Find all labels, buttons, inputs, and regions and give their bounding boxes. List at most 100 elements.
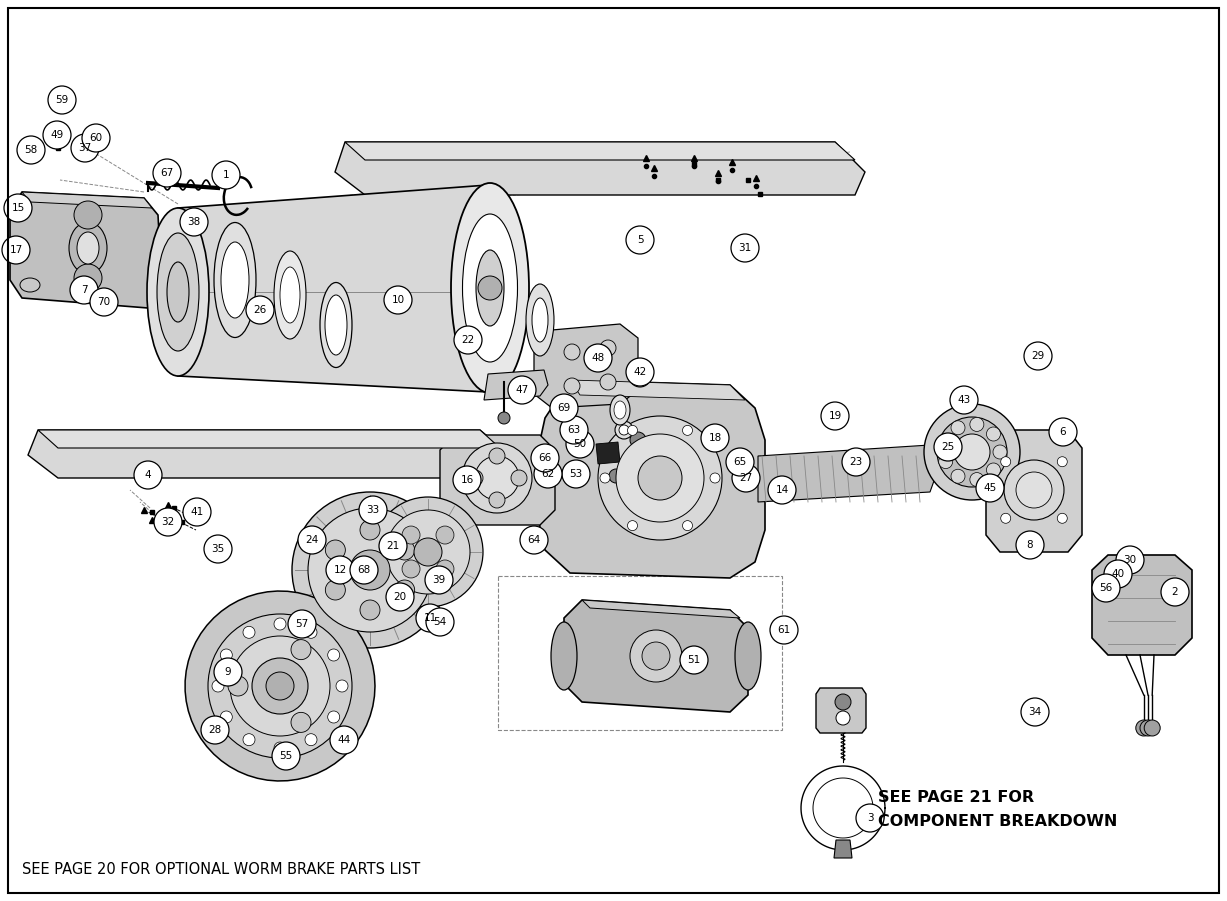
Circle shape [17, 136, 45, 164]
Ellipse shape [463, 214, 518, 362]
Circle shape [134, 461, 162, 489]
Circle shape [924, 404, 1020, 500]
Circle shape [291, 640, 310, 660]
Circle shape [204, 535, 232, 563]
Circle shape [245, 296, 274, 324]
Circle shape [82, 124, 110, 152]
Circle shape [987, 463, 1000, 477]
Text: 19: 19 [828, 411, 842, 421]
Text: 8: 8 [1027, 540, 1033, 550]
Text: 66: 66 [539, 453, 552, 463]
Text: 53: 53 [569, 469, 583, 479]
Circle shape [74, 201, 102, 229]
Circle shape [426, 608, 454, 636]
Circle shape [609, 469, 623, 483]
Circle shape [560, 416, 588, 444]
Circle shape [955, 434, 990, 470]
Circle shape [402, 560, 420, 578]
Circle shape [454, 326, 482, 354]
Circle shape [626, 358, 654, 386]
Text: 55: 55 [280, 751, 292, 761]
Ellipse shape [526, 284, 555, 356]
Ellipse shape [320, 283, 352, 368]
Circle shape [306, 733, 317, 746]
Polygon shape [38, 430, 499, 448]
Text: 64: 64 [528, 535, 541, 545]
Circle shape [436, 526, 454, 544]
Circle shape [836, 694, 852, 710]
Circle shape [209, 614, 352, 758]
Text: 11: 11 [423, 613, 437, 623]
Polygon shape [816, 688, 866, 733]
Circle shape [221, 649, 232, 661]
Text: 18: 18 [708, 433, 721, 443]
Circle shape [1016, 472, 1052, 508]
Circle shape [1001, 514, 1011, 523]
Ellipse shape [629, 365, 652, 387]
Circle shape [566, 430, 594, 458]
Circle shape [373, 497, 483, 607]
Circle shape [642, 642, 670, 670]
Text: 35: 35 [211, 544, 225, 554]
Circle shape [425, 566, 453, 594]
Circle shape [629, 630, 682, 682]
Circle shape [453, 466, 481, 494]
Ellipse shape [274, 251, 306, 339]
Circle shape [993, 445, 1007, 459]
Text: 3: 3 [866, 813, 874, 823]
Circle shape [48, 86, 76, 114]
Polygon shape [596, 442, 620, 464]
Circle shape [731, 234, 760, 262]
Ellipse shape [77, 232, 99, 264]
Text: 67: 67 [161, 168, 174, 178]
Text: 58: 58 [25, 145, 38, 155]
Circle shape [325, 540, 345, 560]
Text: 51: 51 [687, 655, 701, 665]
Circle shape [534, 460, 562, 488]
Circle shape [475, 456, 519, 500]
Text: 28: 28 [209, 725, 222, 735]
Circle shape [326, 556, 355, 584]
Circle shape [626, 226, 654, 254]
Polygon shape [10, 192, 162, 308]
Circle shape [600, 374, 616, 390]
Text: 14: 14 [775, 485, 789, 495]
Polygon shape [834, 840, 852, 858]
Ellipse shape [533, 298, 548, 342]
Circle shape [1016, 531, 1044, 559]
Text: 57: 57 [296, 619, 309, 629]
Text: 49: 49 [50, 130, 64, 140]
Polygon shape [582, 600, 740, 618]
Text: 38: 38 [188, 217, 201, 227]
Circle shape [1004, 460, 1064, 520]
Ellipse shape [157, 233, 199, 351]
Text: 25: 25 [941, 442, 955, 452]
Circle shape [228, 676, 248, 696]
Circle shape [221, 711, 232, 723]
Text: 34: 34 [1028, 707, 1042, 717]
Polygon shape [571, 380, 745, 400]
Circle shape [1145, 720, 1161, 736]
Circle shape [975, 474, 1004, 502]
Polygon shape [178, 185, 488, 392]
Circle shape [1117, 546, 1144, 574]
Polygon shape [534, 324, 638, 408]
Circle shape [490, 448, 506, 464]
Circle shape [336, 680, 348, 692]
Circle shape [969, 417, 984, 432]
Circle shape [490, 492, 506, 508]
Circle shape [395, 580, 415, 600]
Circle shape [939, 455, 952, 469]
Circle shape [584, 344, 612, 372]
Text: 32: 32 [162, 517, 174, 527]
Circle shape [463, 443, 533, 513]
Circle shape [600, 473, 610, 483]
Circle shape [360, 520, 380, 540]
Text: 6: 6 [1060, 427, 1066, 437]
Text: 62: 62 [541, 469, 555, 479]
Ellipse shape [221, 242, 249, 318]
Circle shape [479, 276, 502, 300]
Circle shape [213, 658, 242, 686]
Circle shape [360, 496, 387, 524]
Circle shape [701, 424, 729, 452]
